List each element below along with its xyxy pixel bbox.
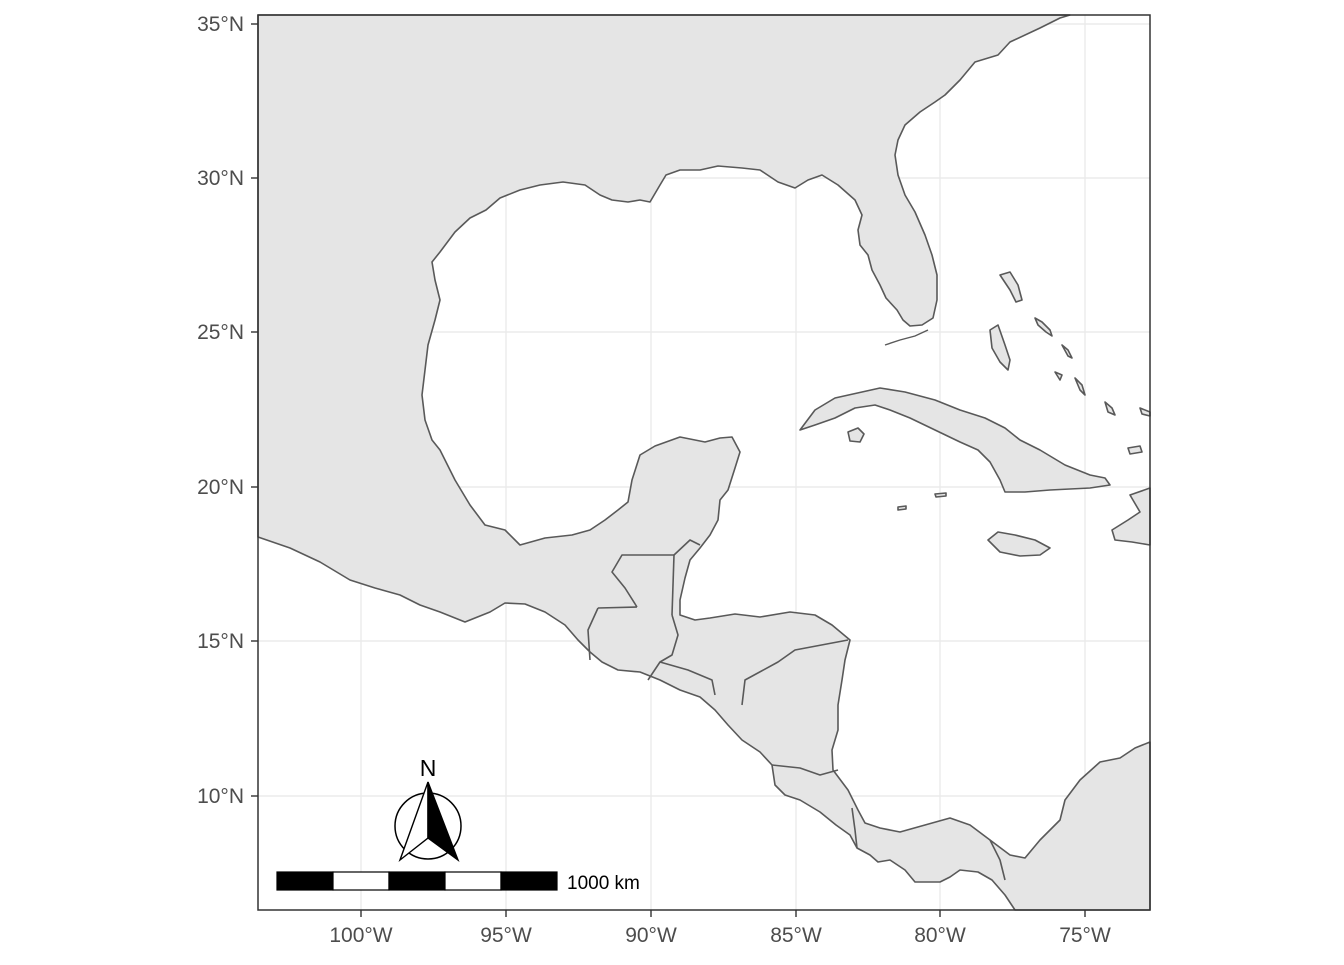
border-guatemala-west [587,607,599,661]
x-tick-label: 95°W [480,924,532,947]
scale-bar-label: 1000 km [567,873,640,894]
x-tick-label: 85°W [770,924,822,947]
bahamas-islet-2 [1061,344,1073,359]
border-guatemala-wedge [597,606,638,609]
y-tick-label: 10°N [197,785,244,808]
cayman-islet-2 [934,492,947,498]
x-tick-label: 75°W [1059,924,1111,947]
border-belize-guatemala [671,554,675,616]
florida-keys [884,329,929,346]
y-tick-label: 20°N [197,476,244,499]
border-guatemala-honduras [647,614,679,681]
scale-segment [332,871,390,891]
andros-island [989,324,1011,371]
y-tick-label: 25°N [197,321,244,344]
land-masses [257,14,1151,911]
border-honduras-nicaragua [741,639,849,706]
bahamas-abaco [999,271,1023,303]
x-axis-labels: 100°W 95°W 90°W 85°W 80°W 75°W [329,924,1111,947]
bahamas-islet-1 [1034,317,1053,337]
cayman-islet-1 [897,505,907,511]
y-tick-label: 30°N [197,167,244,190]
scale-segment [444,871,502,891]
scale-segment [276,871,334,891]
x-tick-label: 80°W [914,924,966,947]
border-mexico-belize [673,539,701,556]
jamaica-island [987,531,1051,557]
bahamas-islet-4 [1074,377,1086,396]
scale-bar: 1000 km [276,871,640,894]
y-tick-label: 35°N [197,13,244,36]
map-panel-border [257,14,1151,911]
scale-segment [500,871,558,891]
border-mexico-guatemala [611,554,674,608]
border-panama-colombia [989,839,1006,881]
cuba-island [799,387,1111,493]
y-axis-labels: 35°N 30°N 25°N 20°N 15°N 10°N [197,13,244,808]
north-america-landmass [257,14,1151,911]
north-arrow-right-half [427,781,460,862]
x-tick-label: 100°W [329,924,392,947]
border-nicaragua-costa-rica [771,764,839,776]
x-tick-label: 90°W [625,924,677,947]
scale-segment [388,871,446,891]
border-costa-rica-panama [851,807,858,849]
north-arrow: N [394,755,462,863]
border-el-salvador-honduras [659,661,716,696]
north-label: N [420,755,437,781]
y-tick-label: 15°N [197,630,244,653]
isla-de-la-juventud [847,427,865,443]
turks-caicos-islet [1127,445,1143,455]
country-borders [587,539,1006,881]
bahamas-islet-3 [1054,371,1063,381]
axis-ticks [251,23,1086,917]
bahamas-islet-5 [1104,401,1116,416]
